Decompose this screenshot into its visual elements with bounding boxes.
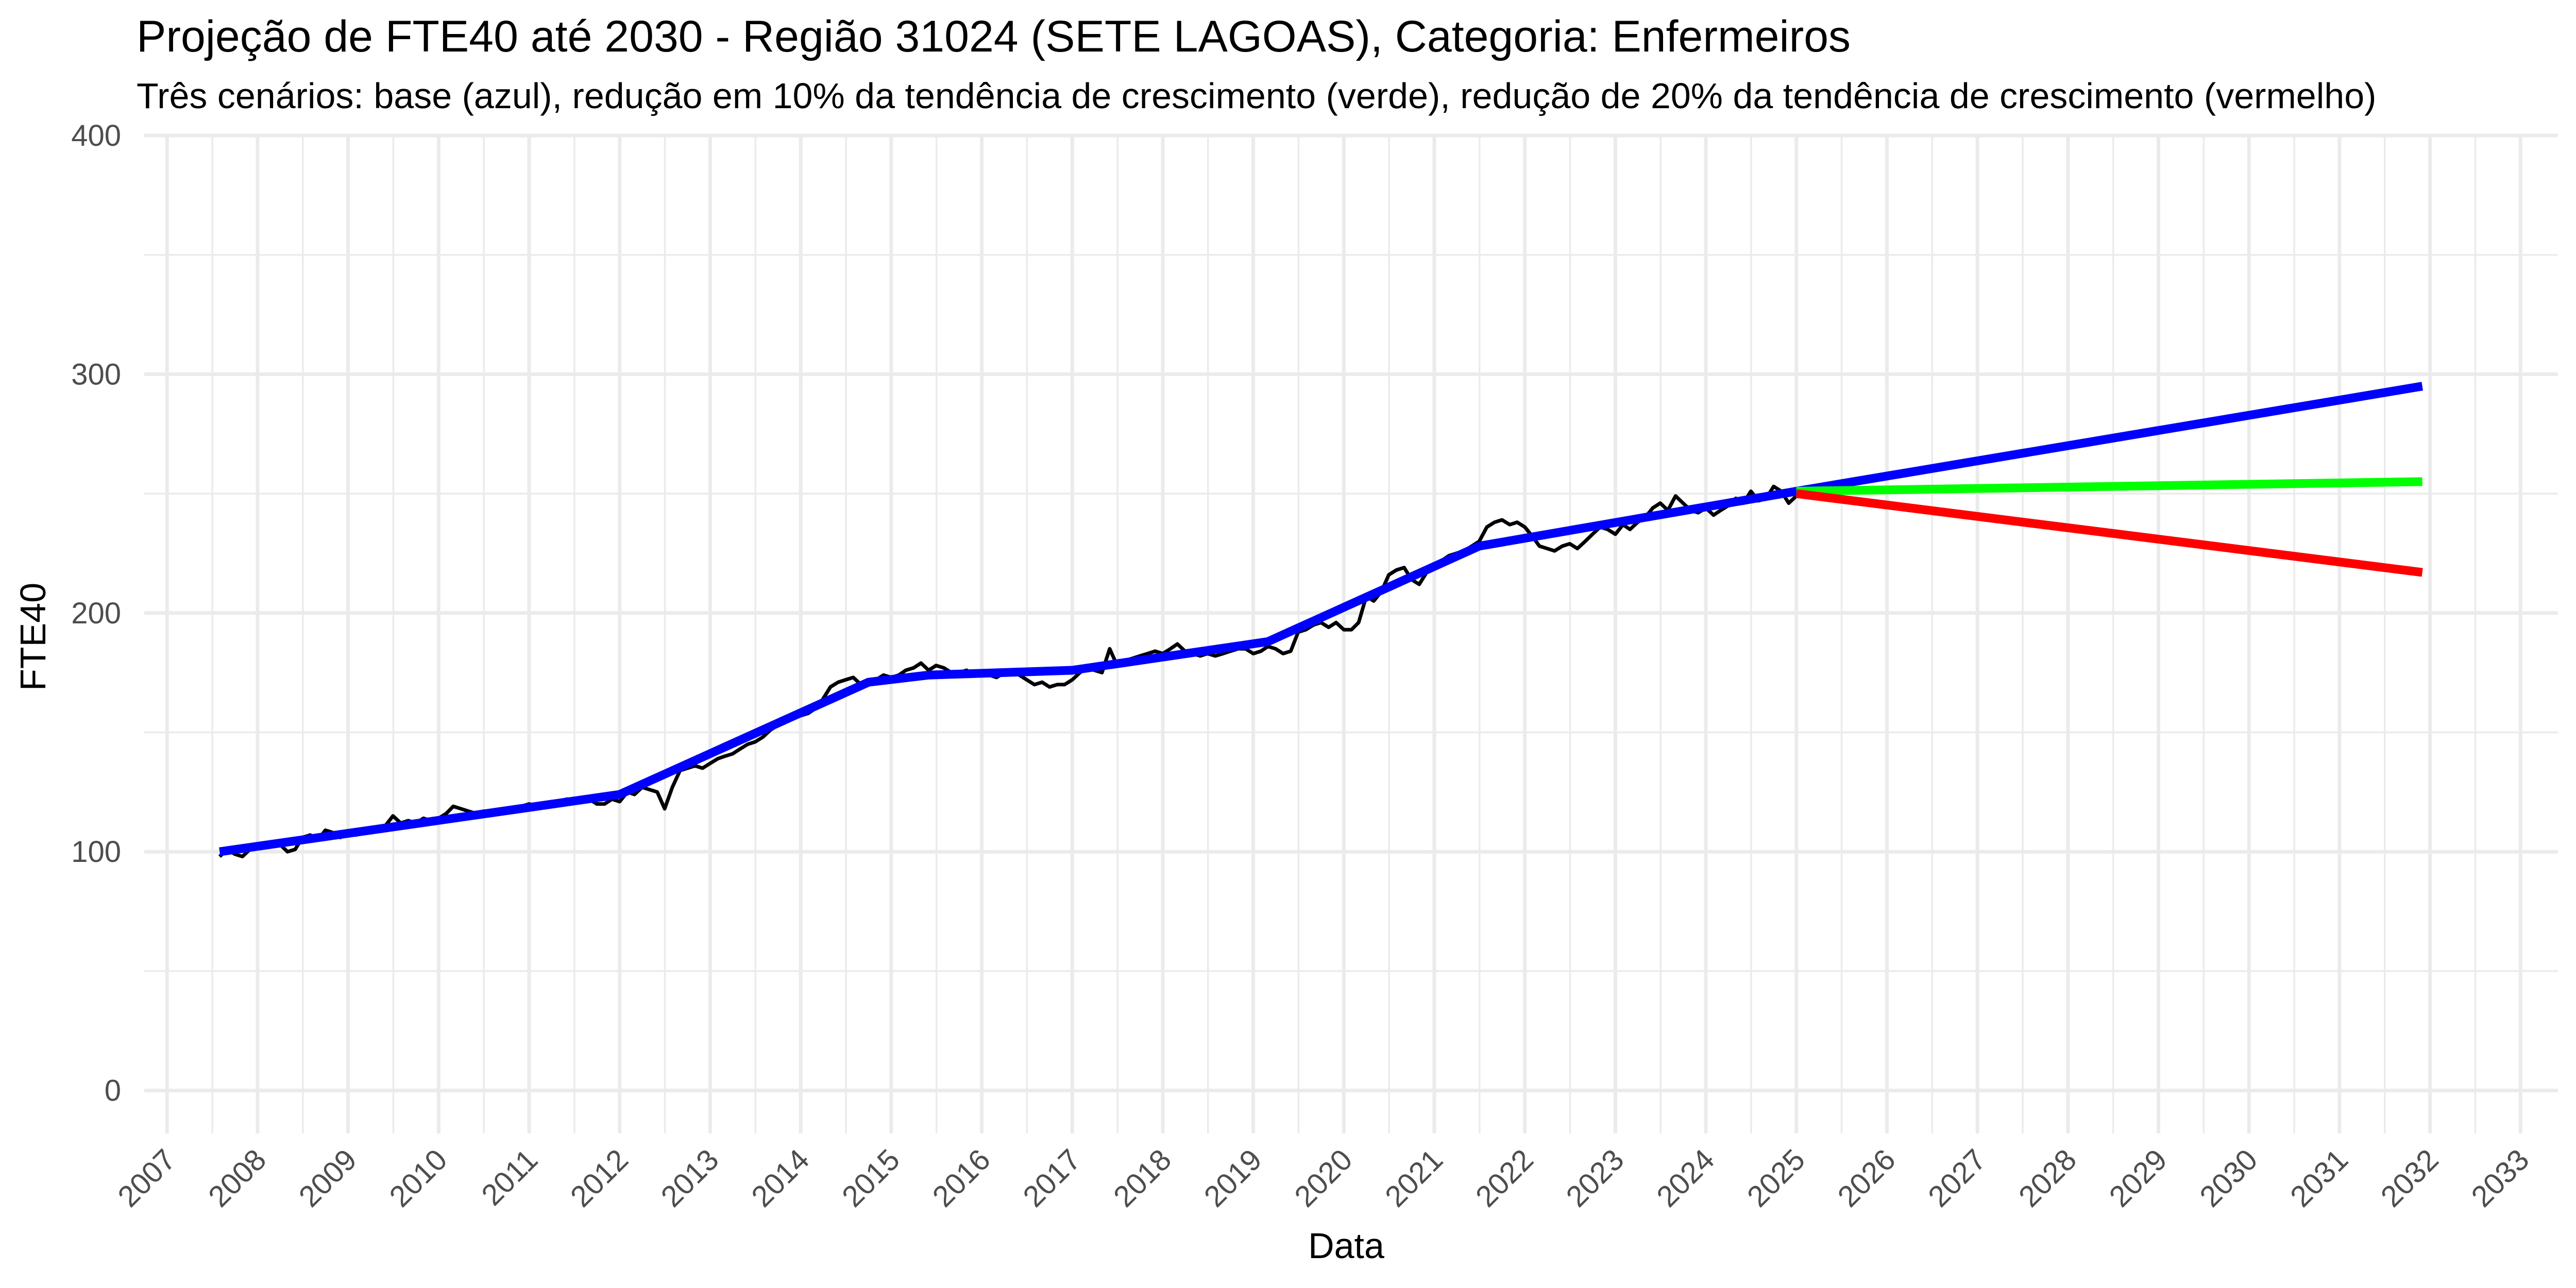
x-tick-label: 2030 (2193, 1143, 2264, 1213)
x-tick-label: 2033 (2465, 1143, 2535, 1213)
series-line-2 (1796, 477, 2422, 496)
x-tick-label: 2011 (475, 1143, 544, 1212)
y-axis-title: FTE40 (13, 583, 53, 691)
y-tick-label: 200 (71, 597, 121, 630)
x-tick-label: 2017 (1016, 1143, 1087, 1213)
x-tick-label: 2023 (1560, 1143, 1630, 1213)
chart-title: Projeção de FTE40 até 2030 - Região 3102… (137, 12, 1851, 61)
x-tick-label: 2022 (1469, 1143, 1540, 1213)
y-tick-label: 100 (71, 835, 121, 869)
x-tick-label: 2007 (111, 1143, 182, 1213)
y-axis: 0 100 200 300 400 (71, 119, 121, 1108)
x-tick-label: 2028 (2012, 1143, 2083, 1213)
x-tick-label: 2031 (2284, 1143, 2354, 1213)
y-tick-label: 0 (105, 1074, 121, 1108)
x-tick-label: 2024 (1650, 1143, 1721, 1213)
x-tick-label: 2032 (2375, 1143, 2445, 1213)
x-tick-label: 2020 (1288, 1143, 1359, 1213)
x-tick-label: 2008 (202, 1143, 273, 1213)
series-line-3 (1795, 489, 2423, 577)
x-tick-label: 2014 (745, 1143, 816, 1213)
x-tick-label: 2026 (1831, 1143, 1902, 1213)
x-tick-label: 2009 (293, 1143, 363, 1213)
x-tick-label: 2012 (564, 1143, 635, 1213)
x-tick-label: 2025 (1741, 1143, 1811, 1213)
y-tick-label: 400 (71, 119, 121, 152)
x-tick-label: 2029 (2103, 1143, 2174, 1213)
x-tick-label: 2021 (1379, 1143, 1449, 1213)
series-line-1 (219, 382, 2424, 856)
x-axis: 2007 2008 2009 2010 2011 2012 2013 2014 2015 2016… (111, 1143, 2535, 1213)
x-tick-label: 2027 (1922, 1143, 1992, 1213)
x-tick-label: 2016 (926, 1143, 997, 1213)
series-layer (218, 382, 2424, 858)
x-tick-label: 2015 (836, 1143, 906, 1213)
x-tick-label: 2013 (654, 1143, 725, 1213)
x-tick-label: 2010 (383, 1143, 453, 1213)
y-tick-label: 300 (71, 358, 121, 391)
x-tick-label: 2019 (1198, 1143, 1268, 1213)
grid (144, 133, 2558, 1133)
chart-subtitle: Três cenários: base (azul), redução em 1… (137, 76, 2376, 116)
x-axis-title: Data (1308, 1226, 1384, 1266)
x-tick-label: 2018 (1107, 1143, 1178, 1213)
